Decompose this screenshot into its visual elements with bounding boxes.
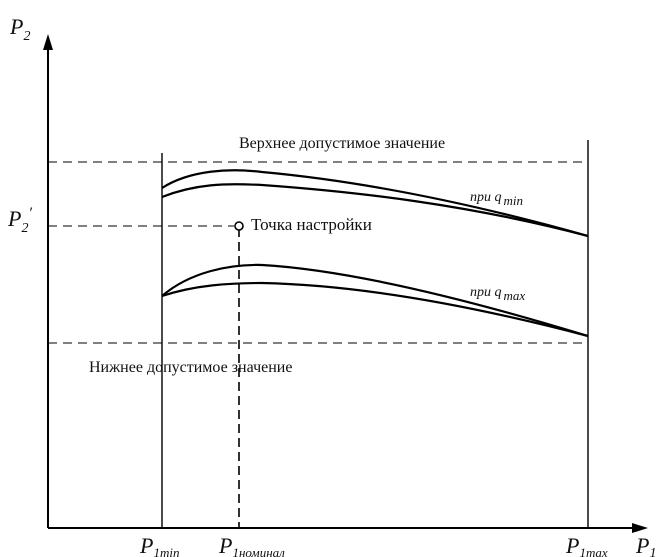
y-axis-arrow-icon <box>43 34 53 50</box>
upper-limit-label: Верхнее допустимое значение <box>239 135 445 152</box>
p1min-label: P1min <box>139 533 179 557</box>
curve-qmin-upper <box>161 169 589 238</box>
q-min-label: при q min <box>470 190 523 208</box>
q-max-label: при q max <box>470 285 525 303</box>
setpoint-marker <box>234 221 244 231</box>
x-axis-label: P1 <box>635 533 656 557</box>
p1nominal-label: P1номинал <box>218 533 285 557</box>
lower-limit-label: Нижнее допустимое значение <box>89 359 292 376</box>
y-axis-label: P2 <box>9 14 30 44</box>
curve-qmin-lower <box>161 183 589 238</box>
curve-qmax-upper <box>161 263 589 338</box>
x-axis-arrow-icon <box>632 523 648 533</box>
p1max-label: P1max <box>565 533 608 557</box>
setpoint-label: Точка настройки <box>251 215 372 234</box>
curve-qmax-lower <box>161 281 589 338</box>
p2-prime-label: P2′ <box>7 205 32 236</box>
